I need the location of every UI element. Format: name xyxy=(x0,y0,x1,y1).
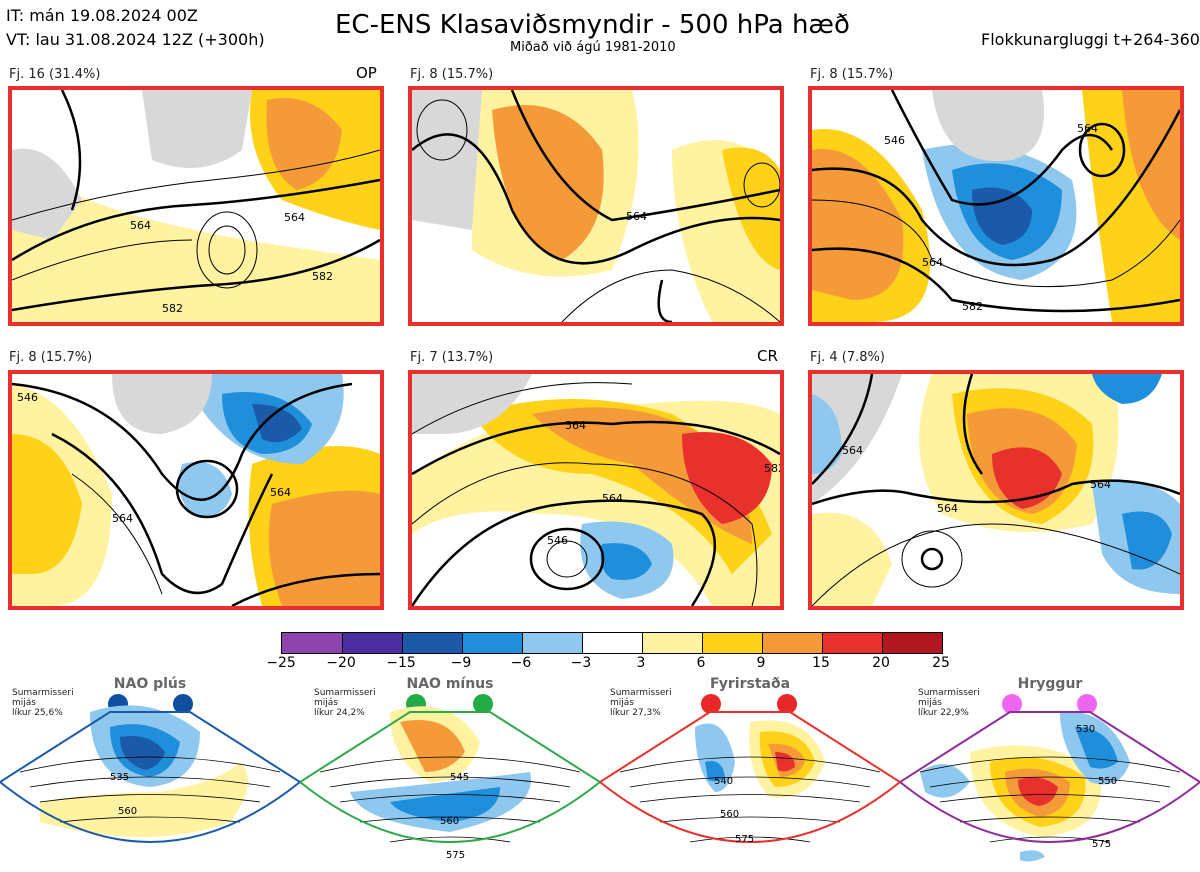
regime-note: Sumarmisseri mijás líkur 24,2% xyxy=(314,688,376,718)
svg-text:564: 564 xyxy=(565,419,586,432)
colorbar-tick: 25 xyxy=(932,655,950,671)
land-ice xyxy=(12,148,82,240)
svg-text:564: 564 xyxy=(1090,478,1111,491)
valid-time: VT: lau 31.08.2024 12Z (+300h) xyxy=(6,30,265,49)
cluster-window: Flokkunargluggi t+264-360 xyxy=(981,30,1200,49)
regime-blocking[interactable]: Fyrirstaða Sumarmisseri mijás líkur 27,3% … xyxy=(600,672,900,872)
svg-text:560: 560 xyxy=(720,809,739,820)
colorbar-tick: 20 xyxy=(872,655,890,671)
svg-text:546: 546 xyxy=(17,391,38,404)
contour-label: 582 xyxy=(162,302,183,315)
svg-text:564: 564 xyxy=(1077,122,1098,135)
regime-ridge[interactable]: Hryggur Sumarmisseri mijás líkur 22,9% 530… xyxy=(900,672,1200,872)
svg-text:535: 535 xyxy=(110,772,129,783)
colorbar-swatch xyxy=(342,633,402,653)
regime-note: Sumarmisseri mijás líkur 25,6% xyxy=(12,688,74,718)
svg-text:546: 546 xyxy=(590,320,611,322)
regime-note: Sumarmisseri mijás líkur 22,9% xyxy=(918,688,980,718)
colorbar-swatch xyxy=(762,633,822,653)
colorbar-swatch xyxy=(282,633,342,653)
colorbar-tick: −6 xyxy=(510,655,532,671)
panel-3-label: Fj. 8 (15.7%) xyxy=(810,67,894,82)
colorbar-swatch xyxy=(582,633,642,653)
cluster-map-2[interactable]: 564 546 xyxy=(408,86,784,326)
anomaly-positive-area xyxy=(12,160,380,322)
regime-note: Sumarmisseri mijás líkur 27,3% xyxy=(610,688,672,718)
svg-text:582: 582 xyxy=(972,604,993,606)
svg-text:582: 582 xyxy=(962,300,983,313)
cluster-map-3[interactable]: 546 564 582 564 xyxy=(808,86,1184,326)
regime-title: Fyrirstaða xyxy=(709,676,791,692)
cluster-map-1[interactable]: 564 564 582 582 xyxy=(8,86,384,326)
svg-text:560: 560 xyxy=(118,806,137,817)
panel-6-label: Fj. 4 (7.8%) xyxy=(810,350,885,365)
panel-2-label: Fj. 8 (15.7%) xyxy=(410,67,494,82)
colorbar-tick: 6 xyxy=(696,655,706,671)
contour-label: 564 xyxy=(130,219,151,232)
svg-text:575: 575 xyxy=(1092,839,1111,850)
cluster-map-5[interactable]: 564 546 564 582 xyxy=(408,370,784,610)
page-subtitle: Miðað við ágú 1981-2010 xyxy=(510,40,676,55)
regime-dot xyxy=(173,694,193,714)
panel-1-label: Fj. 16 (31.4%) xyxy=(9,67,101,82)
svg-text:545: 545 xyxy=(450,772,469,783)
colorbar-tick: −20 xyxy=(326,655,356,671)
svg-text:564: 564 xyxy=(937,502,958,515)
page-title: EC-ENS Klasaviðsmyndir - 500 hPa hæð xyxy=(335,10,850,40)
svg-text:582: 582 xyxy=(222,604,243,606)
svg-text:564: 564 xyxy=(626,210,647,223)
svg-text:546: 546 xyxy=(547,534,568,547)
panel-5-tag: CR xyxy=(757,347,778,365)
land-ice xyxy=(142,90,252,168)
regime-title: NAO plús xyxy=(113,676,187,692)
colorbar-tick: −25 xyxy=(266,655,296,671)
svg-text:564: 564 xyxy=(922,256,943,269)
svg-text:564: 564 xyxy=(602,492,623,505)
colorbar-tick: 3 xyxy=(636,655,646,671)
colorbar-swatch xyxy=(402,633,462,653)
colorbar-swatch xyxy=(822,633,882,653)
regime-title: Hryggur xyxy=(1017,676,1083,692)
regime-title: NAO mínus xyxy=(406,676,494,692)
svg-text:564: 564 xyxy=(112,512,133,525)
colorbar-swatch xyxy=(702,633,762,653)
svg-text:546: 546 xyxy=(884,134,905,147)
svg-text:582: 582 xyxy=(764,462,780,475)
colorbar xyxy=(281,632,943,654)
panel-5-label: Fj. 7 (13.7%) xyxy=(410,350,494,365)
svg-text:540: 540 xyxy=(714,776,733,787)
svg-text:564: 564 xyxy=(842,444,863,457)
cluster-map-4[interactable]: 546 564 564 582 xyxy=(8,370,384,610)
svg-text:530: 530 xyxy=(1076,724,1095,735)
regime-nao-plus[interactable]: NAO plús Sumarmisseri mijás líkur 25,6% 53… xyxy=(0,672,300,872)
contour-label: 582 xyxy=(312,270,333,283)
svg-text:550: 550 xyxy=(1098,776,1117,787)
colorbar-tick: −3 xyxy=(570,655,592,671)
svg-text:560: 560 xyxy=(440,816,459,827)
colorbar-tick: −15 xyxy=(386,655,416,671)
colorbar-swatch xyxy=(462,633,522,653)
colorbar-swatch xyxy=(642,633,702,653)
svg-text:575: 575 xyxy=(446,850,465,861)
svg-text:564: 564 xyxy=(270,486,291,499)
colorbar-swatch xyxy=(522,633,582,653)
anomaly-positive-area xyxy=(266,98,342,190)
colorbar-tick: −9 xyxy=(450,655,472,671)
colorbar-swatch xyxy=(882,633,942,653)
colorbar-tick: 15 xyxy=(812,655,830,671)
init-time: IT: mán 19.08.2024 00Z xyxy=(6,6,198,25)
contour-label: 564 xyxy=(284,211,305,224)
panel-1-tag: OP xyxy=(356,64,377,82)
colorbar-tick: 9 xyxy=(756,655,766,671)
svg-text:575: 575 xyxy=(735,834,754,845)
regime-nao-minus[interactable]: NAO mínus Sumarmisseri mijás líkur 24,2% 5… xyxy=(300,672,600,872)
cluster-map-6[interactable]: 564 564 564 582 xyxy=(808,370,1184,610)
panel-4-label: Fj. 8 (15.7%) xyxy=(9,350,93,365)
height-contours xyxy=(12,90,380,312)
